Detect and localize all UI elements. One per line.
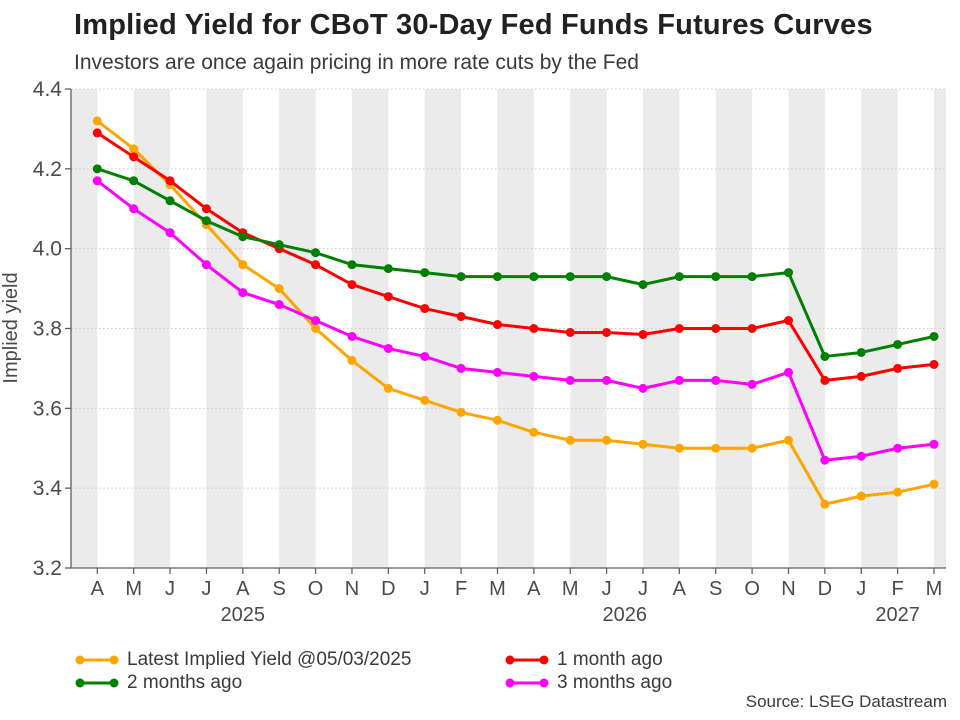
svg-text:S: S bbox=[273, 578, 286, 600]
legend-label-3-months-ago: 3 months ago bbox=[557, 672, 673, 693]
svg-text:D: D bbox=[381, 578, 395, 600]
legend-swatch-3-months-icon bbox=[505, 678, 549, 688]
svg-text:J: J bbox=[420, 578, 430, 600]
svg-text:J: J bbox=[201, 578, 211, 600]
svg-text:J: J bbox=[165, 578, 175, 600]
svg-text:A: A bbox=[236, 578, 250, 600]
data-series-lines bbox=[92, 116, 939, 509]
svg-text:S: S bbox=[709, 578, 722, 600]
legend-item-latest: Latest Implied Yield @05/03/2025 bbox=[74, 649, 411, 671]
legend-label-1-month-ago: 1 month ago bbox=[557, 649, 663, 670]
svg-text:3.2: 3.2 bbox=[33, 557, 62, 580]
axes-spines-and-ticks bbox=[65, 88, 946, 574]
svg-text:M: M bbox=[489, 578, 506, 600]
legend-swatch-2-months-icon bbox=[75, 678, 119, 688]
svg-text:4.2: 4.2 bbox=[33, 158, 62, 181]
svg-text:N: N bbox=[345, 578, 359, 600]
svg-text:3.6: 3.6 bbox=[33, 397, 62, 420]
svg-text:A: A bbox=[91, 578, 105, 600]
svg-text:M: M bbox=[562, 578, 579, 600]
svg-text:M: M bbox=[926, 578, 943, 600]
x-year-labels: 2025 2026 2027 bbox=[221, 604, 920, 626]
legend-swatch-latest-icon bbox=[75, 655, 119, 665]
svg-text:4.4: 4.4 bbox=[33, 78, 63, 101]
svg-text:3.4: 3.4 bbox=[33, 477, 63, 500]
gridlines bbox=[71, 88, 946, 489]
svg-text:F: F bbox=[455, 578, 467, 600]
svg-text:A: A bbox=[527, 578, 541, 600]
legend-item-3-months-ago: 3 months ago bbox=[504, 672, 672, 694]
svg-text:2026: 2026 bbox=[603, 604, 648, 626]
svg-text:3.8: 3.8 bbox=[33, 318, 62, 341]
svg-text:F: F bbox=[892, 578, 904, 600]
svg-text:2027: 2027 bbox=[875, 604, 920, 626]
y-tick-labels: 4.4 4.2 4.0 3.8 3.6 3.4 3.2 bbox=[33, 78, 63, 580]
chart-subtitle: Investors are once again pricing in more… bbox=[74, 51, 639, 74]
legend-label-latest: Latest Implied Yield @05/03/2025 bbox=[127, 649, 412, 670]
svg-text:2025: 2025 bbox=[221, 604, 266, 626]
legend-label-2-months-ago: 2 months ago bbox=[127, 672, 243, 693]
svg-text:N: N bbox=[781, 578, 795, 600]
svg-text:J: J bbox=[602, 578, 612, 600]
svg-text:J: J bbox=[856, 578, 866, 600]
svg-text:D: D bbox=[818, 578, 832, 600]
svg-text:O: O bbox=[308, 578, 324, 600]
legend-item-2-months-ago: 2 months ago bbox=[74, 672, 242, 694]
svg-text:A: A bbox=[673, 578, 687, 600]
svg-text:J: J bbox=[638, 578, 648, 600]
chart-title: Implied Yield for CBoT 30-Day Fed Funds … bbox=[74, 9, 873, 41]
y-axis-title: Implied yield bbox=[0, 272, 22, 383]
legend-swatch-1-month-icon bbox=[505, 655, 549, 665]
svg-text:O: O bbox=[744, 578, 760, 600]
svg-text:4.0: 4.0 bbox=[33, 238, 62, 261]
legend-item-1-month-ago: 1 month ago bbox=[504, 649, 663, 671]
svg-text:M: M bbox=[125, 578, 142, 600]
source-attribution: Source: LSEG Datastream bbox=[745, 692, 947, 711]
